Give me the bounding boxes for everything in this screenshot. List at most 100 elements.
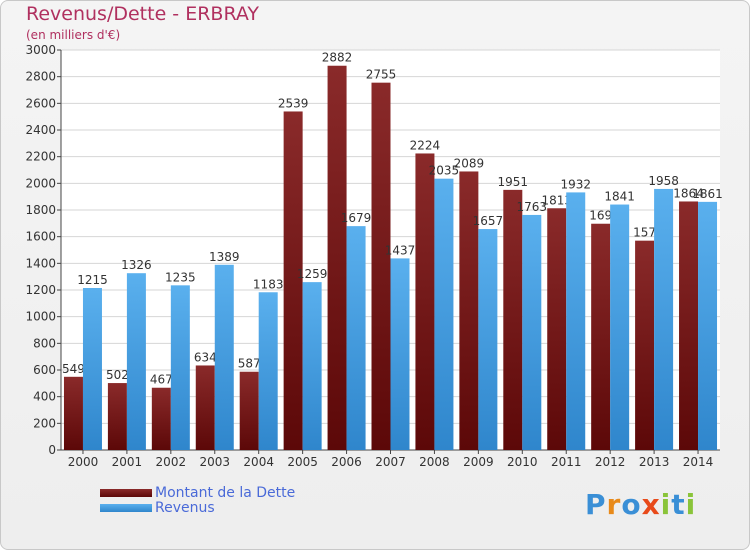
bar-revenus	[126, 273, 146, 450]
y-tick-label: 2200	[25, 150, 56, 164]
bar-dette	[195, 365, 215, 450]
bar-revenus	[522, 214, 542, 450]
bar-revenus	[170, 285, 190, 450]
data-label-revenus: 2035	[429, 164, 460, 178]
x-tick-label: 2012	[595, 455, 626, 469]
data-label-dette: 1864	[673, 186, 704, 200]
data-label-dette: 587	[238, 357, 261, 371]
legend-label-revenus: Revenus	[155, 500, 215, 516]
logo-letter: r	[606, 488, 622, 521]
y-tick-label: 1200	[25, 283, 56, 297]
data-label-revenus: 1215	[77, 273, 108, 287]
x-tick-label: 2010	[507, 455, 538, 469]
bar-dette	[679, 201, 699, 450]
x-tick-label: 2007	[375, 455, 406, 469]
data-label-revenus: 1861	[692, 187, 723, 201]
data-label-revenus: 1958	[648, 174, 679, 188]
data-label-revenus: 1437	[385, 243, 416, 257]
y-tick-label: 600	[33, 363, 56, 377]
proxiti-logo: Proxiti	[585, 488, 696, 521]
y-tick-label: 200	[33, 416, 56, 430]
bar-dette	[151, 387, 171, 450]
x-tick-label: 2011	[551, 455, 582, 469]
bar-revenus	[654, 188, 674, 450]
data-label-revenus: 1679	[341, 211, 372, 225]
y-tick-label: 1800	[25, 203, 56, 217]
y-tick-label: 2600	[25, 96, 56, 110]
data-label-dette: 169	[589, 209, 612, 223]
data-label-revenus: 1183	[253, 277, 284, 291]
bar-revenus	[390, 258, 410, 450]
x-tick-label: 2009	[463, 455, 494, 469]
chart-title: Revenus/Dette - ERBRAY	[26, 3, 260, 25]
bar-revenus	[698, 201, 718, 450]
bar-dette	[327, 65, 347, 450]
bar-dette	[239, 371, 259, 450]
data-label-dette: 2224	[410, 138, 441, 152]
data-label-revenus: 1657	[473, 214, 504, 228]
x-tick-label: 2000	[68, 455, 99, 469]
logo-letter: x	[641, 488, 661, 521]
x-tick-label: 2004	[243, 455, 274, 469]
legend-swatch-dette	[100, 489, 152, 497]
logo-letter: P	[585, 488, 607, 521]
bar-revenus	[478, 229, 498, 450]
bar-dette	[107, 383, 127, 450]
data-label-dette: 2882	[322, 51, 353, 65]
data-label-dette: 634	[194, 350, 217, 364]
y-tick-label: 800	[33, 336, 56, 350]
x-tick-label: 2006	[331, 455, 362, 469]
data-label-dette: 157	[633, 226, 656, 240]
bar-revenus	[434, 178, 454, 450]
data-label-revenus: 1326	[121, 258, 152, 272]
data-label-dette: 1951	[498, 175, 529, 189]
bar-dette	[635, 240, 655, 450]
bar-revenus	[566, 192, 586, 450]
x-tick-label: 2001	[112, 455, 143, 469]
data-label-dette: 549	[62, 362, 85, 376]
bar-revenus	[258, 292, 278, 450]
legend-label-dette: Montant de la Dette	[155, 485, 296, 501]
logo-letter: t	[671, 488, 686, 521]
bar-revenus	[302, 282, 322, 450]
bar-dette	[503, 189, 523, 450]
data-label-dette: 2539	[278, 96, 309, 110]
y-tick-label: 2000	[25, 176, 56, 190]
x-tick-label: 2008	[419, 455, 450, 469]
data-label-revenus: 1841	[604, 190, 635, 204]
y-tick-label: 2400	[25, 123, 56, 137]
data-label-dette: 502	[106, 368, 129, 382]
x-tick-label: 2002	[156, 455, 187, 469]
bar-dette	[371, 82, 391, 451]
bar-dette	[547, 208, 567, 450]
bar-dette	[283, 111, 303, 450]
bar-revenus	[214, 264, 234, 450]
y-tick-label: 1000	[25, 310, 56, 324]
data-label-dette: 2089	[454, 156, 485, 170]
chart-subtitle: (en milliers d'€)	[26, 28, 121, 42]
data-label-dette: 1813	[541, 193, 572, 207]
bar-dette	[415, 153, 435, 450]
x-tick-label: 2005	[287, 455, 318, 469]
bar-revenus	[346, 226, 366, 450]
x-tick-label: 2013	[639, 455, 670, 469]
data-label-revenus: 1932	[560, 177, 591, 191]
y-tick-label: 3000	[25, 43, 56, 57]
bar-dette	[591, 223, 611, 450]
legend-item-dette: Montant de la Dette	[100, 485, 360, 501]
data-label-dette: 467	[150, 373, 173, 387]
y-tick-label: 1600	[25, 230, 56, 244]
x-tick-label: 2003	[199, 455, 230, 469]
data-label-revenus: 1763	[517, 200, 548, 214]
y-tick-label: 0	[48, 443, 56, 457]
data-label-revenus: 1235	[165, 270, 196, 284]
data-label-dette: 2755	[366, 68, 397, 82]
data-label-revenus: 1259	[297, 267, 328, 281]
data-label-revenus: 1389	[209, 250, 240, 264]
legend-swatch-revenus	[100, 504, 152, 512]
logo-letter: i	[685, 488, 697, 521]
bar-revenus	[610, 204, 630, 450]
y-tick-label: 400	[33, 390, 56, 404]
legend-item-revenus: Revenus	[100, 500, 360, 516]
